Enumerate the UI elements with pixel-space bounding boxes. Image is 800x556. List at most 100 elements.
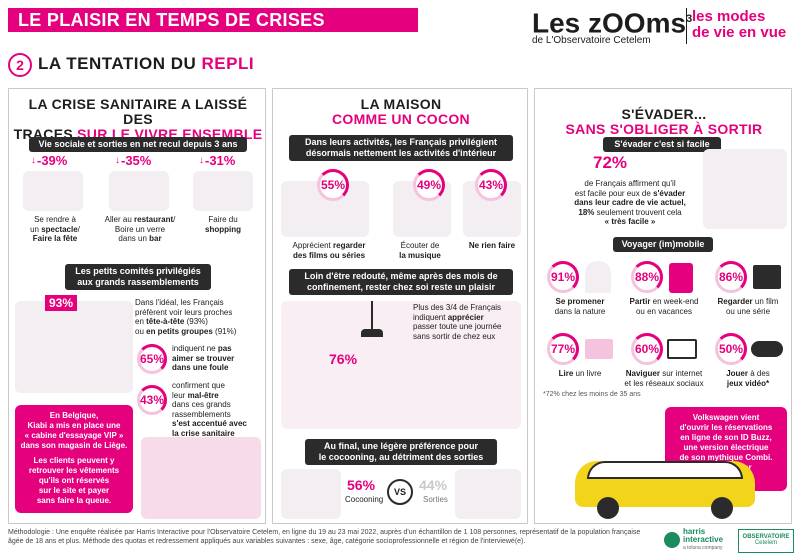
text-76: Plus des 3/4 de Français indiquent appré… [413, 303, 502, 341]
living-room-illustration [281, 301, 521, 429]
people-illustration [23, 171, 83, 211]
subheader-vie-sociale: Vie sociale et sorties en net recul depu… [29, 137, 247, 152]
panel-title: LA MAISON COMME UN COCON [332, 96, 470, 127]
ring-49: 49% [413, 169, 445, 201]
stat-label-films: Apprécient regarder des films ou séries [292, 241, 366, 260]
stat-label: Se rendre à un spectacle/ Faire la fête [30, 215, 80, 243]
item-label: Naviguer sur internet et les réseaux soc… [624, 369, 704, 388]
item-label: Se promener dans la nature [554, 297, 606, 316]
lamp-shade [361, 329, 383, 337]
subheader-voyager: Voyager (im)mobile [613, 237, 713, 252]
logo-subtitle: de L'Observatoire Cetelem [532, 35, 651, 46]
subheader-cocooning: Au final, une légère préférence pour le … [305, 439, 497, 465]
van-roof [587, 461, 743, 479]
brand-block: Les zOOms3 de L'Observatoire Cetelem les… [532, 4, 792, 48]
ring-43: 43% [137, 385, 167, 415]
arrow-down-icon: ↓ [115, 155, 120, 166]
stat-label-musique: Écouter de la musique [399, 241, 441, 260]
brand-divider [686, 8, 687, 44]
logo: Les zOOms3 [532, 7, 693, 39]
observatoire-logo: OBSERVATOIRE Cetelem [738, 529, 794, 553]
ring-88: 88% [631, 261, 663, 293]
subheader-evader: S'évader c'est si facile [603, 137, 721, 152]
cocooning-value: 56% [347, 477, 376, 493]
stat-label-rien: Ne rien faire [468, 241, 516, 250]
stat-72: 72% [593, 153, 628, 172]
ring-86: 86% [715, 261, 747, 293]
item-jeux: 50% Jouer à des jeux vidéo* [707, 329, 789, 388]
text-93: Dans l'idéal, les Français préfèrent voi… [135, 298, 237, 336]
wheel-icon [711, 497, 733, 519]
stat-label: Aller au restaurant/ Boire un verre dans… [104, 215, 176, 243]
harris-mark-icon [664, 532, 680, 548]
harris-text: harris interactive [683, 527, 724, 544]
ring-43-home: 43% [475, 169, 507, 201]
item-vacances: 88% Partir en week-end ou en vacances [623, 257, 705, 327]
stat-value: -35% [121, 153, 152, 168]
section-number: 2 [8, 53, 32, 77]
subheader-petits-comites: Les petits comités privilégiés aux grand… [65, 264, 211, 290]
clapperboard-icon [753, 265, 781, 289]
gamepad-icon [751, 341, 783, 357]
sorties-label: Sorties [423, 495, 448, 504]
panel-vivre-ensemble: LA CRISE SANITAIRE A LAISSÉ DES TRACES S… [8, 88, 266, 524]
lamp-icon [371, 301, 373, 331]
ring-50: 50% [715, 333, 747, 365]
section-title: LA TENTATION DU REPLI [38, 54, 255, 73]
harris-logo: harris interactive a toluna company [664, 528, 734, 554]
book-icon [585, 339, 613, 359]
panel-s-evader: S'ÉVADER... SANS S'OBLIGER À SORTIR S'év… [534, 88, 792, 524]
banner-title: LE PLAISIR EN TEMPS DE CRISES [8, 8, 418, 32]
sorties-value: 44% [419, 477, 448, 493]
stat-value: -31% [205, 153, 236, 168]
stat-value: -39% [37, 153, 68, 168]
tagline: les modes de vie en vue [692, 8, 787, 41]
stat-76: 76% [329, 351, 358, 367]
kiabi-callout: En Belgique, Kiabi a mis en place une « … [15, 405, 133, 513]
text-65: indiquent ne pas aimer se trouver dans u… [172, 344, 235, 372]
item-label: Partir en week-end ou en vacances [629, 297, 699, 316]
cocooning-label: Cocooning [345, 495, 384, 504]
gardener-illustration [703, 149, 787, 229]
stat-label: Faire du shopping [205, 215, 241, 234]
ring-65: 65% [137, 344, 167, 374]
fitting-room-illustration [141, 437, 261, 519]
badge-93: 93% [45, 295, 78, 311]
stat-restaurant: -35% ↓ Aller au restaurant/ Boire un ver… [95, 153, 185, 253]
couple-sofa-illustration [281, 469, 341, 519]
ring-77: 77% [547, 333, 579, 365]
ring-55: 55% [317, 169, 349, 201]
methodology: Méthodologie : Une enquête réalisée par … [8, 529, 641, 545]
tree-icon [585, 261, 611, 293]
van-illustration [565, 453, 765, 519]
harris-sub: a toluna company [683, 545, 723, 551]
ring-60: 60% [631, 333, 663, 365]
footnote: *72% chez les moins de 35 ans [543, 391, 641, 398]
panel-title: S'ÉVADER... SANS S'OBLIGER À SORTIR [565, 106, 763, 137]
item-label: Jouer à des jeux vidéo* [726, 369, 770, 388]
shopping-illustration [193, 171, 253, 211]
vs-badge: VS [387, 479, 413, 505]
item-film: 86% Regarder un film ou une série [707, 257, 789, 327]
wheel-icon [597, 497, 619, 519]
text-72: de Français affirment qu'il est facile p… [574, 179, 686, 226]
stat-spectacle: -39% ↓ Se rendre à un spectacle/ Faire l… [15, 153, 95, 253]
subheader-activites: Dans leurs activités, les Français privi… [289, 135, 513, 161]
dinner-illustration [15, 301, 133, 393]
panel-title: LA CRISE SANITAIRE A LAISSÉ DES TRACES S… [13, 96, 263, 142]
walkers-illustration [455, 469, 521, 519]
panel-maison-cocon: LA MAISON COMME UN COCON Dans leurs acti… [272, 88, 528, 524]
laptop-icon [667, 339, 697, 359]
suitcase-icon [669, 263, 693, 293]
item-internet: 60% Naviguer sur internet et les réseaux… [623, 329, 705, 388]
item-label: Regarder un film ou une série [717, 297, 779, 316]
subheader-chez-soi: Loin d'être redouté, même après des mois… [289, 269, 513, 295]
arrow-down-icon: ↓ [31, 155, 36, 166]
item-livre: 77% Lire un livre [539, 329, 621, 387]
item-nature: 91% Se promener dans la nature [539, 257, 621, 327]
text-43: confirment que leur mal-être dans ces gr… [172, 381, 247, 438]
stat-shopping: -31% ↓ Faire du shopping [185, 153, 261, 253]
item-label: Lire un livre [558, 369, 602, 378]
people-illustration [109, 171, 169, 211]
ring-91: 91% [547, 261, 579, 293]
